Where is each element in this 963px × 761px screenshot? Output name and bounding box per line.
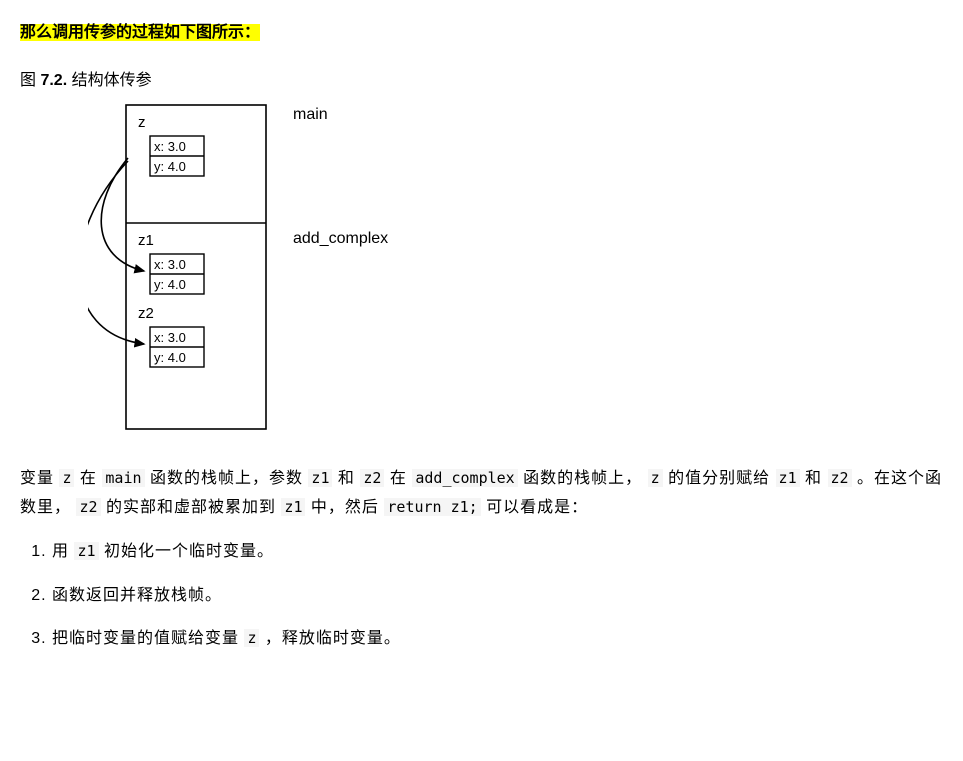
- z2-x: x: 3.0: [154, 330, 186, 345]
- code-z2: z2: [360, 469, 384, 487]
- figure-title: 结构体传参: [67, 72, 151, 89]
- s3-code: z: [244, 629, 259, 647]
- z-x: x: 3.0: [154, 139, 186, 154]
- z1-x: x: 3.0: [154, 257, 186, 272]
- explanation-paragraph: 变量 z 在 main 函数的栈帧上，参数 z1 和 z2 在 add_comp…: [20, 464, 943, 523]
- step-1: 用 z1 初始化一个临时变量。: [52, 537, 943, 567]
- arrow-z-to-z2: [88, 161, 144, 344]
- code-z-b: z: [648, 469, 663, 487]
- code-z2-b: z2: [828, 469, 852, 487]
- step-3: 把临时变量的值赋给变量 z ，释放临时变量。: [52, 624, 943, 654]
- code-z1-b: z1: [776, 469, 800, 487]
- s3a: 把临时变量的值赋给变量: [52, 630, 244, 647]
- steps-list: 用 z1 初始化一个临时变量。 函数返回并释放栈帧。 把临时变量的值赋给变量 z…: [20, 537, 943, 654]
- z1-label: z1: [138, 232, 154, 249]
- s1-code: z1: [74, 542, 98, 560]
- p-t12: 可以看成是：: [481, 499, 588, 516]
- p-t11: 中，然后: [305, 499, 384, 516]
- code-return: return z1;: [384, 498, 480, 516]
- code-z1: z1: [308, 469, 332, 487]
- main-label: main: [293, 106, 328, 123]
- p-t3: 函数的栈帧上，参数: [145, 470, 309, 487]
- s1a: 用: [52, 543, 74, 560]
- p-t5: 在: [384, 470, 412, 487]
- s1b: 初始化一个临时变量。: [99, 543, 274, 560]
- add-complex-label: add_complex: [293, 230, 388, 247]
- code-z: z: [59, 469, 74, 487]
- intro-highlight: 那么调用传参的过程如下图所示：: [20, 24, 260, 41]
- figure-caption: 图 7.2. 结构体传参: [20, 66, 943, 96]
- p-t4: 和: [332, 470, 360, 487]
- code-main: main: [102, 469, 144, 487]
- p-t2: 在: [74, 470, 102, 487]
- step-2: 函数返回并释放栈帧。: [52, 581, 943, 611]
- struct-pass-diagram: z x: 3.0 y: 4.0 z1 x: 3.0 y: 4.0 z2 x: 3…: [88, 103, 943, 454]
- code-add-complex: add_complex: [412, 469, 517, 487]
- p-t1: 变量: [20, 470, 59, 487]
- figure-number: 7.2.: [40, 72, 67, 89]
- p-t7: 的值分别赋给: [663, 470, 776, 487]
- z2-y: y: 4.0: [154, 350, 186, 365]
- s3b: ，释放临时变量。: [259, 630, 400, 647]
- arrow-z-to-z1: [101, 158, 144, 271]
- p-t6: 函数的栈帧上，: [518, 470, 648, 487]
- z-label: z: [138, 114, 146, 131]
- code-z1-c: z1: [281, 498, 305, 516]
- z1-y: y: 4.0: [154, 277, 186, 292]
- z2-label: z2: [138, 305, 154, 322]
- p-t8: 和: [800, 470, 828, 487]
- s2: 函数返回并释放栈帧。: [52, 587, 222, 604]
- figure-label-prefix: 图: [20, 72, 40, 89]
- code-z2-c: z2: [76, 498, 100, 516]
- p-t10: 的实部和虚部被累加到: [101, 499, 282, 516]
- z-y: y: 4.0: [154, 159, 186, 174]
